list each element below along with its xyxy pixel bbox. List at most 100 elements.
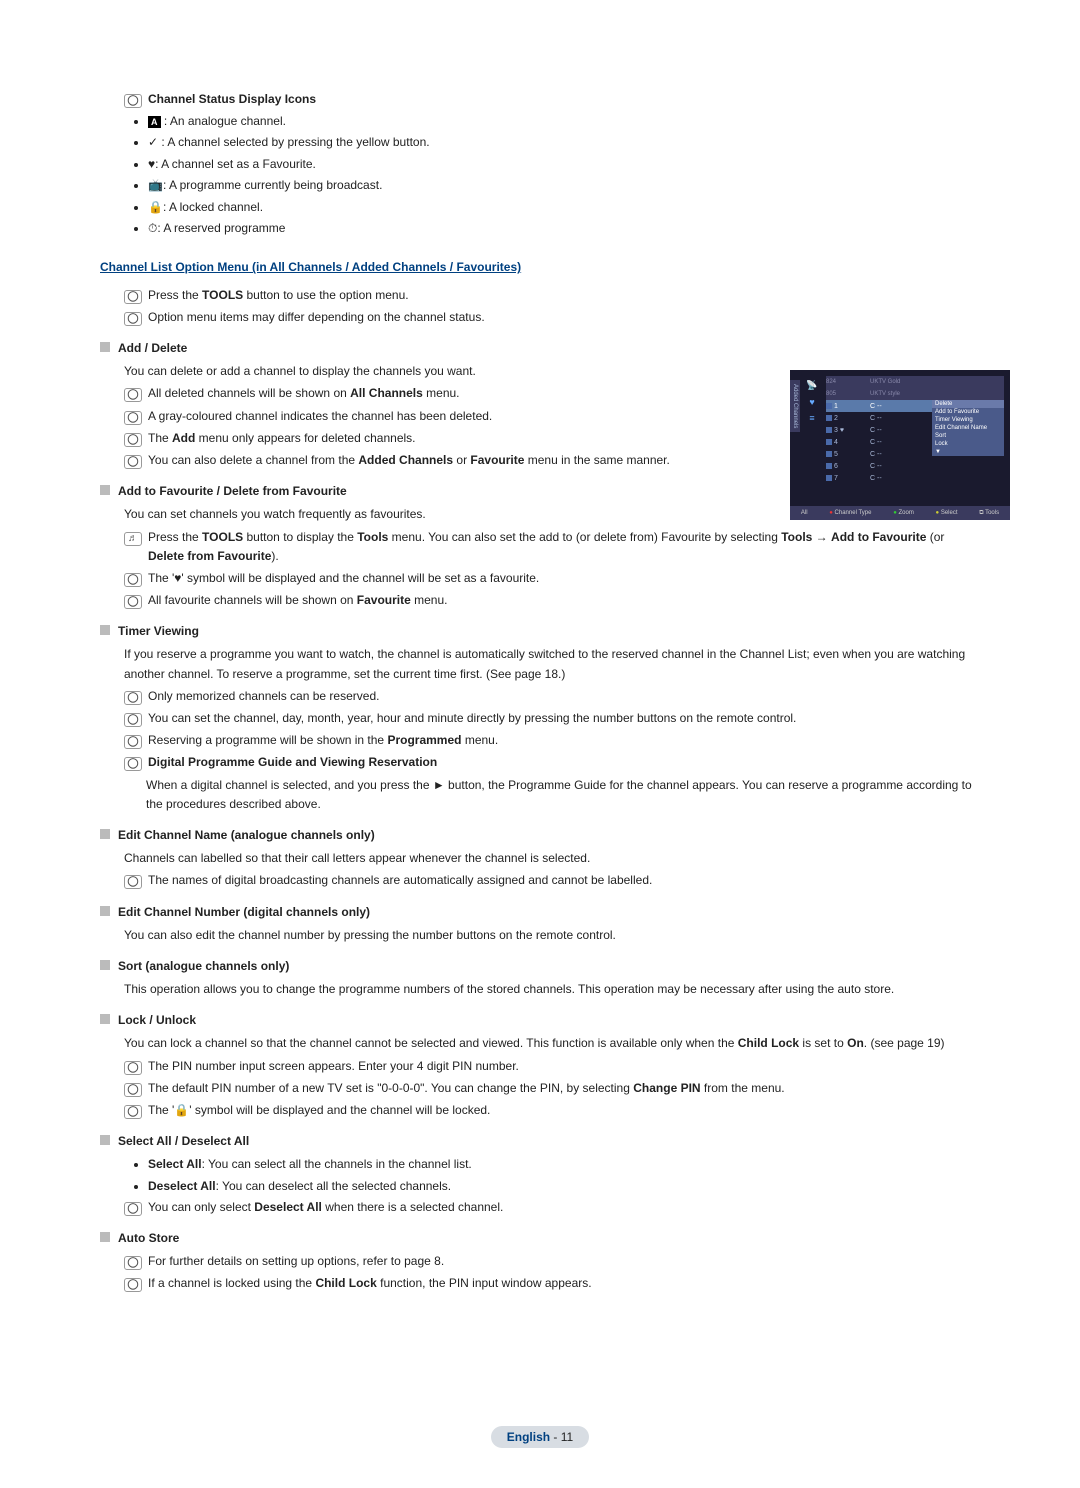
menu-item: Edit Channel Name [932,424,1004,432]
check-icon: ✓ [148,136,158,150]
note-icon [124,687,148,706]
intro-text: If you reserve a programme you want to w… [124,645,980,683]
note-icon [124,1198,148,1217]
note-icon [124,384,148,403]
clock-icon: ⏱ [148,221,157,235]
header-row: 824 UKTV Gold [826,376,1004,388]
legend-item: 🔒: A locked channel. [148,198,980,217]
header-row: 805 UKTV style [826,388,1004,400]
legend-item: ✓ : A channel selected by pressing the y… [148,133,980,152]
intro-text: Channels can labelled so that their call… [124,849,980,868]
note-icon [124,1252,148,1271]
subsection-head: Auto Store [100,1229,980,1248]
lock-icon: 🔒 [148,200,163,214]
subsection-head: Sort (analogue channels only) [100,957,980,976]
note-body: When a digital channel is selected, and … [146,776,980,814]
analogue-icon: A [148,116,161,128]
subsection-head: Lock / Unlock [100,1011,980,1030]
subsection-head: Timer Viewing [100,622,980,641]
note-line: The names of digital broadcasting channe… [124,871,980,890]
bullet-square-icon [100,625,110,635]
bullet-square-icon [100,960,110,970]
note-icon [124,1057,148,1076]
bullet-list: Select All: You can select all the chann… [148,1155,980,1195]
bullet-item: Deselect All: You can deselect all the s… [148,1177,980,1196]
note-icon [124,591,148,610]
note-icon [124,286,148,305]
bullet-square-icon [100,1014,110,1024]
note-icon [124,1101,148,1120]
tv-menu-screenshot: Added Channels 📡 ♥ ≡ 824 UKTV Gold 805 U… [790,370,1010,520]
channel-row: 6 C -- [826,460,1004,472]
context-menu: DeleteAdd to FavouriteTimer ViewingEdit … [932,400,1004,456]
footer-lang: English [507,1430,550,1444]
footer-page: 11 [561,1430,573,1444]
note-line: Press the TOOLS button to display the To… [124,528,980,566]
note-icon [124,90,148,109]
note-icon [124,753,148,772]
manual-page: Channel Status Display Icons A : An anal… [100,90,980,1294]
note-icon [124,569,148,588]
vertical-tab: Added Channels [790,380,800,432]
icons-title: Channel Status Display Icons [148,90,316,109]
all-label: All [801,510,808,516]
note-line: Reserving a programme will be shown in t… [124,731,980,750]
bullet-square-icon [100,906,110,916]
menu-item: ▼ [932,448,1004,456]
legend-item: 📺: A programme currently being broadcast… [148,176,980,195]
note-icon [124,731,148,750]
note-icon [124,1274,148,1293]
note-icon [124,871,148,890]
zoom: ● Zoom [893,510,914,516]
footer-pill: English - 11 [491,1426,589,1448]
subsection-head: Edit Channel Name (analogue channels onl… [100,826,980,845]
note-icon [124,407,148,426]
note-line: All favourite channels will be shown on … [124,591,980,610]
intro-text: You can also edit the channel number by … [124,926,980,945]
bullet-square-icon [100,1135,110,1145]
bullet-square-icon [100,1232,110,1242]
note-line: The '♥' symbol will be displayed and the… [124,569,980,588]
main-note: Press the TOOLS button to use the option… [124,286,980,305]
legend-item: A : An analogue channel. [148,112,980,131]
main-section-title: Channel List Option Menu (in All Channel… [100,258,980,277]
main-note: Option menu items may differ depending o… [124,308,980,327]
note-icon [124,1079,148,1098]
channel-row: 7 C -- [826,472,1004,484]
menu-item: Lock [932,440,1004,448]
subsection-head: Edit Channel Number (digital channels on… [100,903,980,922]
legend-item: ♥: A channel set as a Favourite. [148,155,980,174]
note-line: The PIN number input screen appears. Ent… [124,1057,980,1076]
note-line: For further details on setting up option… [124,1252,980,1271]
tv-icon: 📺 [148,178,163,192]
subsection-head: Select All / Deselect All [100,1132,980,1151]
bullet-square-icon [100,829,110,839]
subsection-head: Add / Delete [100,339,980,358]
note-icon [124,709,148,728]
icon-legend-list: A : An analogue channel. ✓ : A channel s… [148,112,980,238]
note-line: The '🔒' symbol will be displayed and the… [124,1101,980,1120]
list-icon: ≡ [809,413,814,423]
bullet-item: Select All: You can select all the chann… [148,1155,980,1174]
page-footer: English - 11 [0,1426,1080,1448]
heart-icon: ♥ [809,397,814,407]
sidebar-icons: 📡 ♥ ≡ [804,380,820,423]
antenna-icon: 📡 [806,380,817,391]
menu-item: Sort [932,432,1004,440]
menu-item: Add to Favourite [932,408,1004,416]
menu-item: Delete [932,400,1004,408]
intro-text: You can lock a channel so that the chann… [124,1034,980,1053]
note-icon [124,528,148,547]
menu-item: Timer Viewing [932,416,1004,424]
note-line: You can set the channel, day, month, yea… [124,709,980,728]
tools: ⧉ Tools [979,510,999,517]
note-line: The default PIN number of a new TV set i… [124,1079,980,1098]
select: ● Select [936,510,958,516]
note-line: If a channel is locked using the Child L… [124,1274,980,1293]
note-line: Digital Programme Guide and Viewing Rese… [124,753,980,772]
channel-type: ● Channel Type [829,510,871,516]
bullet-square-icon [100,485,110,495]
bottom-bar: All ● Channel Type ● Zoom ● Select ⧉ Too… [790,506,1010,520]
note-line: Only memorized channels can be reserved. [124,687,980,706]
icons-title-row: Channel Status Display Icons [124,90,980,109]
